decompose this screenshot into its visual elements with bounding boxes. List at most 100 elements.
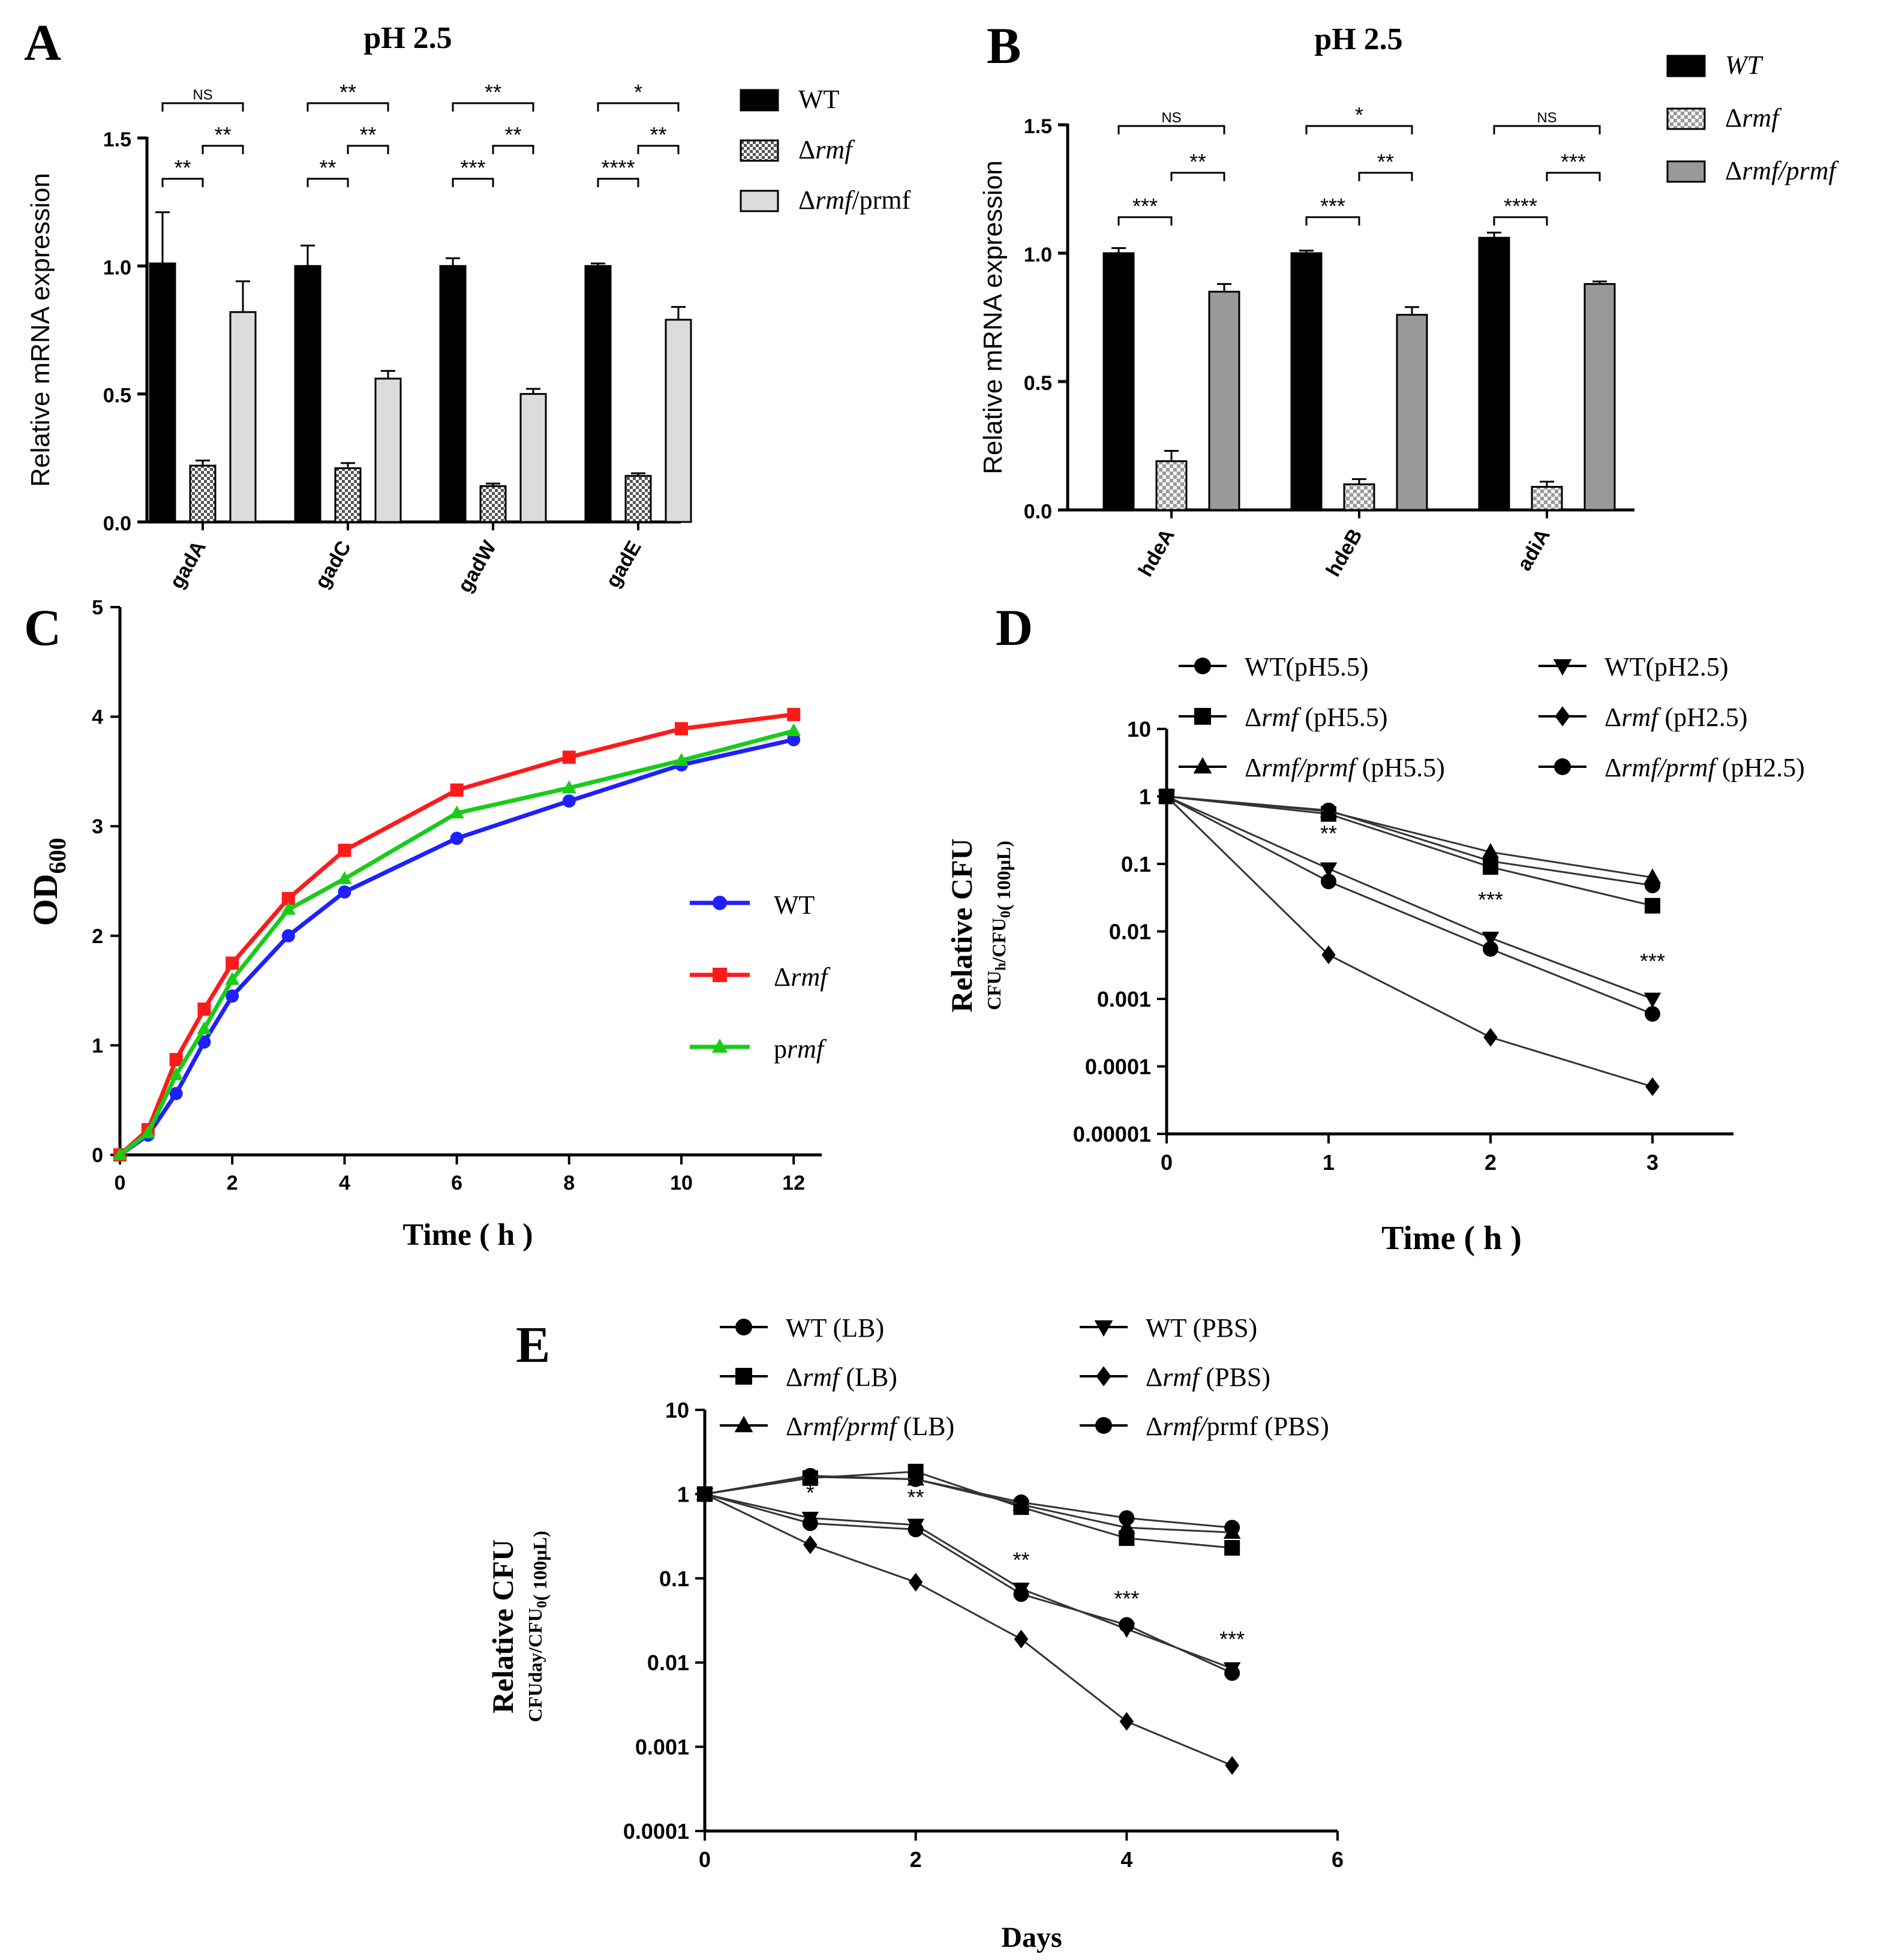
data-point bbox=[1159, 788, 1174, 805]
legend-label: Δrmf/prmf (LB) bbox=[786, 1412, 954, 1441]
y-tick-label: 1.0 bbox=[103, 256, 131, 279]
legend-marker bbox=[1555, 706, 1570, 727]
bar bbox=[1290, 252, 1323, 511]
series-line bbox=[1165, 796, 1653, 1088]
data-point bbox=[226, 956, 239, 970]
sig-bracket-label: * bbox=[634, 80, 642, 104]
data-point bbox=[281, 902, 296, 915]
data-point bbox=[197, 1021, 212, 1034]
legend-marker bbox=[1554, 758, 1571, 775]
data-point bbox=[1645, 898, 1660, 914]
data-point bbox=[449, 805, 464, 819]
significance-label: *** bbox=[1640, 949, 1665, 974]
bar bbox=[584, 265, 612, 523]
chart-title: pH 2.5 bbox=[363, 21, 452, 55]
bar bbox=[294, 265, 321, 523]
legend-marker bbox=[1094, 1320, 1113, 1337]
y-tick-label: 0.5 bbox=[1024, 372, 1052, 395]
data-point bbox=[561, 780, 576, 794]
data-point bbox=[281, 929, 295, 943]
bar bbox=[149, 262, 176, 523]
data-point bbox=[169, 1053, 183, 1067]
legend-swatch bbox=[740, 89, 779, 112]
x-tick-label: 1 bbox=[1323, 1150, 1335, 1175]
sig-bracket bbox=[1493, 216, 1548, 226]
sig-bracket bbox=[1358, 172, 1413, 181]
y-tick-label: 0.1 bbox=[1121, 852, 1151, 877]
sig-bracket-label: ** bbox=[504, 122, 521, 147]
y-axis-label: Relative CFU bbox=[486, 1539, 519, 1713]
sig-bracket bbox=[452, 102, 534, 112]
data-point bbox=[802, 1515, 818, 1532]
sig-bracket bbox=[492, 145, 534, 154]
significance-label: * bbox=[806, 1480, 815, 1505]
y-tick-label: 4 bbox=[92, 706, 103, 729]
x-axis-label: Days bbox=[1001, 1922, 1062, 1953]
bar bbox=[1155, 460, 1188, 511]
x-tick-label: 6 bbox=[451, 1172, 462, 1194]
significance-label: *** bbox=[1478, 887, 1503, 912]
sig-bracket-label: ** bbox=[485, 80, 501, 104]
data-point bbox=[1645, 1005, 1660, 1022]
data-point bbox=[140, 1125, 155, 1139]
significance-label: ** bbox=[908, 1485, 924, 1509]
data-point bbox=[1119, 1617, 1135, 1633]
legend-label: Δrmf/prmf bbox=[798, 185, 911, 215]
x-axis-label: Time ( h ) bbox=[1381, 1220, 1522, 1257]
x-tick-label: 0 bbox=[699, 1847, 711, 1872]
y-axis-label: OD600 bbox=[26, 838, 71, 926]
panel-E: E 10 1 0.1 0.01 0.001 0.0001 0 2 4 6 Days Relative C… bbox=[486, 1313, 1344, 1953]
x-axis-label: Time ( h ) bbox=[402, 1218, 533, 1252]
bar bbox=[334, 467, 362, 523]
sig-bracket-label: ** bbox=[650, 122, 666, 147]
y-tick-label: 3 bbox=[92, 815, 103, 838]
series-line bbox=[704, 1493, 1233, 1670]
data-point bbox=[338, 885, 351, 899]
series-line bbox=[704, 1476, 1233, 1533]
legend-label: WT(pH5.5) bbox=[1245, 652, 1369, 682]
panel-D: D 10 1 0.1 0.01 0.001 0.0001 0.00001 0 1 2 3 Time ( … bbox=[945, 599, 1805, 1257]
x-tick-label: 12 bbox=[782, 1172, 805, 1194]
data-point bbox=[801, 1467, 819, 1484]
x-tick-label: 2 bbox=[910, 1847, 922, 1872]
sig-bracket bbox=[161, 102, 244, 112]
data-point bbox=[338, 844, 351, 857]
data-point bbox=[787, 707, 801, 721]
bar bbox=[229, 311, 257, 523]
x-tick-label: hdeB bbox=[1322, 525, 1367, 581]
series-line bbox=[704, 1475, 1233, 1529]
x-tick-label: 4 bbox=[1120, 1847, 1132, 1872]
y-tick-label: 0.0001 bbox=[623, 1819, 689, 1844]
data-point bbox=[197, 1035, 211, 1049]
bar bbox=[439, 265, 467, 523]
legend-label: Δrmf bbox=[774, 962, 831, 992]
legend-swatch bbox=[1666, 107, 1706, 130]
sig-bracket-label: ** bbox=[174, 155, 191, 180]
data-point bbox=[1321, 874, 1336, 890]
data-point bbox=[908, 1521, 924, 1538]
y-axis-label: Relative CFU bbox=[945, 838, 978, 1012]
sig-bracket bbox=[597, 178, 639, 187]
y-tick-label: 0.5 bbox=[103, 385, 131, 407]
y-tick-label: 0.001 bbox=[1097, 987, 1151, 1011]
x-tick-label: 0 bbox=[115, 1172, 126, 1194]
x-tick-label: 3 bbox=[1646, 1150, 1658, 1175]
bar bbox=[1583, 283, 1616, 511]
data-point bbox=[169, 1067, 184, 1080]
legend-swatch bbox=[740, 190, 779, 212]
legend-marker bbox=[1553, 659, 1572, 676]
y-tick-label: 10 bbox=[665, 1398, 689, 1422]
data-point bbox=[1643, 992, 1661, 1008]
data-point bbox=[1224, 1540, 1240, 1556]
data-point bbox=[1014, 1629, 1029, 1649]
legend-swatch bbox=[1666, 160, 1706, 183]
legend-marker bbox=[1096, 1366, 1111, 1386]
y-tick-label: 1.5 bbox=[1024, 115, 1052, 138]
bar bbox=[1478, 236, 1510, 511]
series-line bbox=[1166, 796, 1653, 879]
data-point bbox=[674, 752, 689, 766]
data-point bbox=[1012, 1495, 1030, 1511]
data-point bbox=[169, 1086, 183, 1100]
